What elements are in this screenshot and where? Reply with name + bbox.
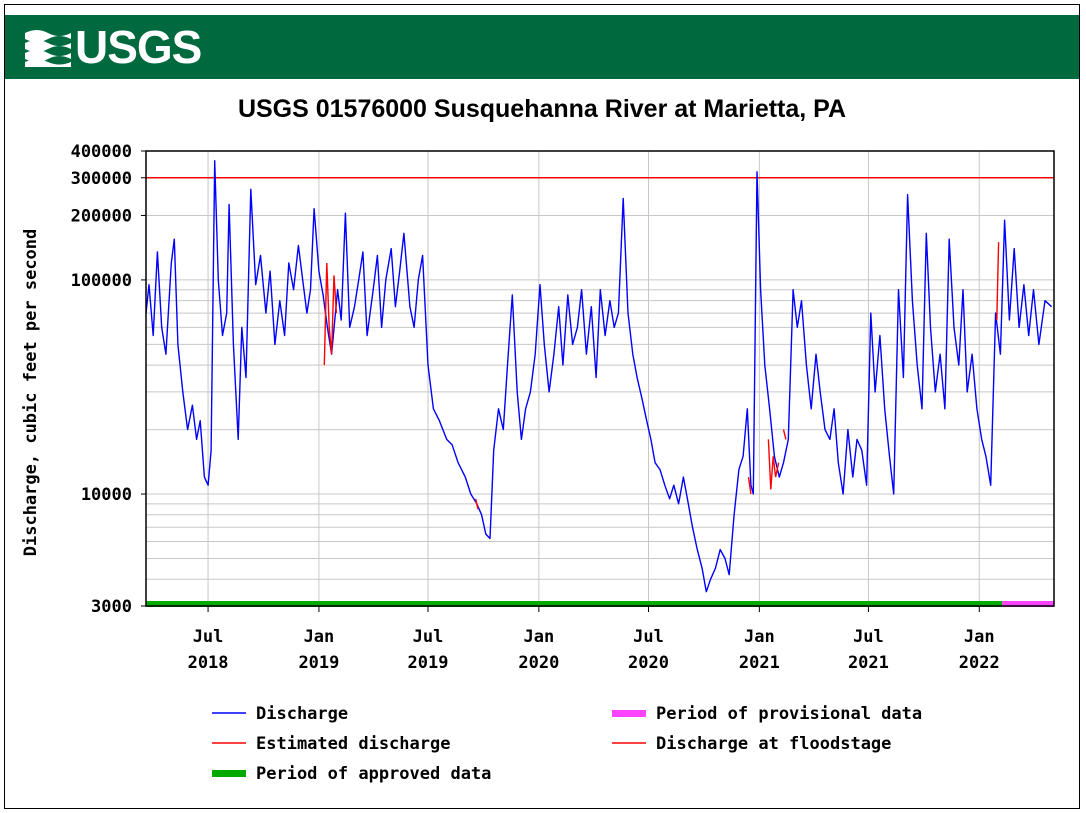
y-tick-label: 100000: [71, 271, 132, 291]
x-tick-month: Jul: [633, 627, 664, 647]
approved-period-bar: [146, 601, 1003, 607]
legend-label: Discharge: [256, 704, 348, 724]
legend-item: Period of provisional data: [612, 704, 922, 724]
x-tick-month: Jan: [523, 627, 554, 647]
x-tick-year: 2019: [298, 653, 339, 673]
legend-label: Period of provisional data: [656, 704, 922, 724]
legend-label: Discharge at floodstage: [656, 734, 891, 754]
legend-item: Discharge: [212, 704, 348, 724]
chart-frame: USGS USGS 01576000 Susquehanna River at …: [4, 4, 1080, 809]
usgs-logo-text: USGS: [75, 21, 202, 73]
estimated-discharge-line: [782, 429, 787, 440]
legend-item: Estimated discharge: [212, 734, 450, 754]
legend: Discharge Estimated discharge Period of ap…: [212, 704, 922, 784]
x-tick-month: Jan: [964, 627, 995, 647]
chart-title: USGS 01576000 Susquehanna River at Marie…: [237, 95, 847, 123]
usgs-logo: USGS: [25, 19, 202, 75]
estimated-discharge-line: [747, 477, 752, 495]
series-layer: [145, 160, 1054, 607]
x-tick-month: Jul: [193, 627, 224, 647]
x-tick-month: Jan: [304, 627, 335, 647]
x-tick-month: Jul: [413, 627, 444, 647]
legend-item: Period of approved data: [212, 764, 491, 784]
discharge-line: [145, 160, 1053, 593]
provisional-period-bar: [1002, 601, 1054, 607]
legend-swatch-bar: [612, 710, 646, 717]
y-tick-label: 400000: [71, 142, 132, 162]
legend-item: Discharge at floodstage: [612, 734, 891, 754]
y-tick-label: 200000: [71, 206, 132, 226]
x-tick-year: 2020: [628, 653, 669, 673]
legend-swatch-bar: [212, 770, 246, 777]
x-tick-year: 2019: [408, 653, 449, 673]
estimated-discharge-line: [323, 262, 338, 366]
x-tick-month: Jan: [744, 627, 775, 647]
x-tick-year: 2018: [188, 653, 229, 673]
estimated-discharge-line: [474, 498, 479, 510]
usgs-banner: USGS: [5, 15, 1079, 79]
x-tick-month: Jul: [853, 627, 884, 647]
usgs-wave-icon: [25, 30, 71, 67]
grid-layer: [146, 150, 1054, 607]
x-tick-year: 2020: [518, 653, 559, 673]
x-tick-year: 2021: [848, 653, 889, 673]
y-axis-label: Discharge, cubic feet per second: [21, 229, 41, 557]
estimated-discharge-line: [767, 439, 780, 490]
x-tick-year: 2022: [959, 653, 1000, 673]
y-tick-label: 10000: [81, 485, 132, 505]
estimated-discharge-line: [996, 242, 1000, 321]
legend-label: Period of approved data: [256, 764, 491, 784]
plot-border: [145, 150, 1055, 607]
y-tick-label: 300000: [71, 169, 132, 189]
x-tick-year: 2021: [739, 653, 780, 673]
y-tick-label: 3000: [91, 597, 132, 617]
legend-label: Estimated discharge: [256, 734, 450, 754]
axis-layer: 400000 300000 200000 100000 10000 3000 Jul 2018…: [71, 142, 1000, 673]
